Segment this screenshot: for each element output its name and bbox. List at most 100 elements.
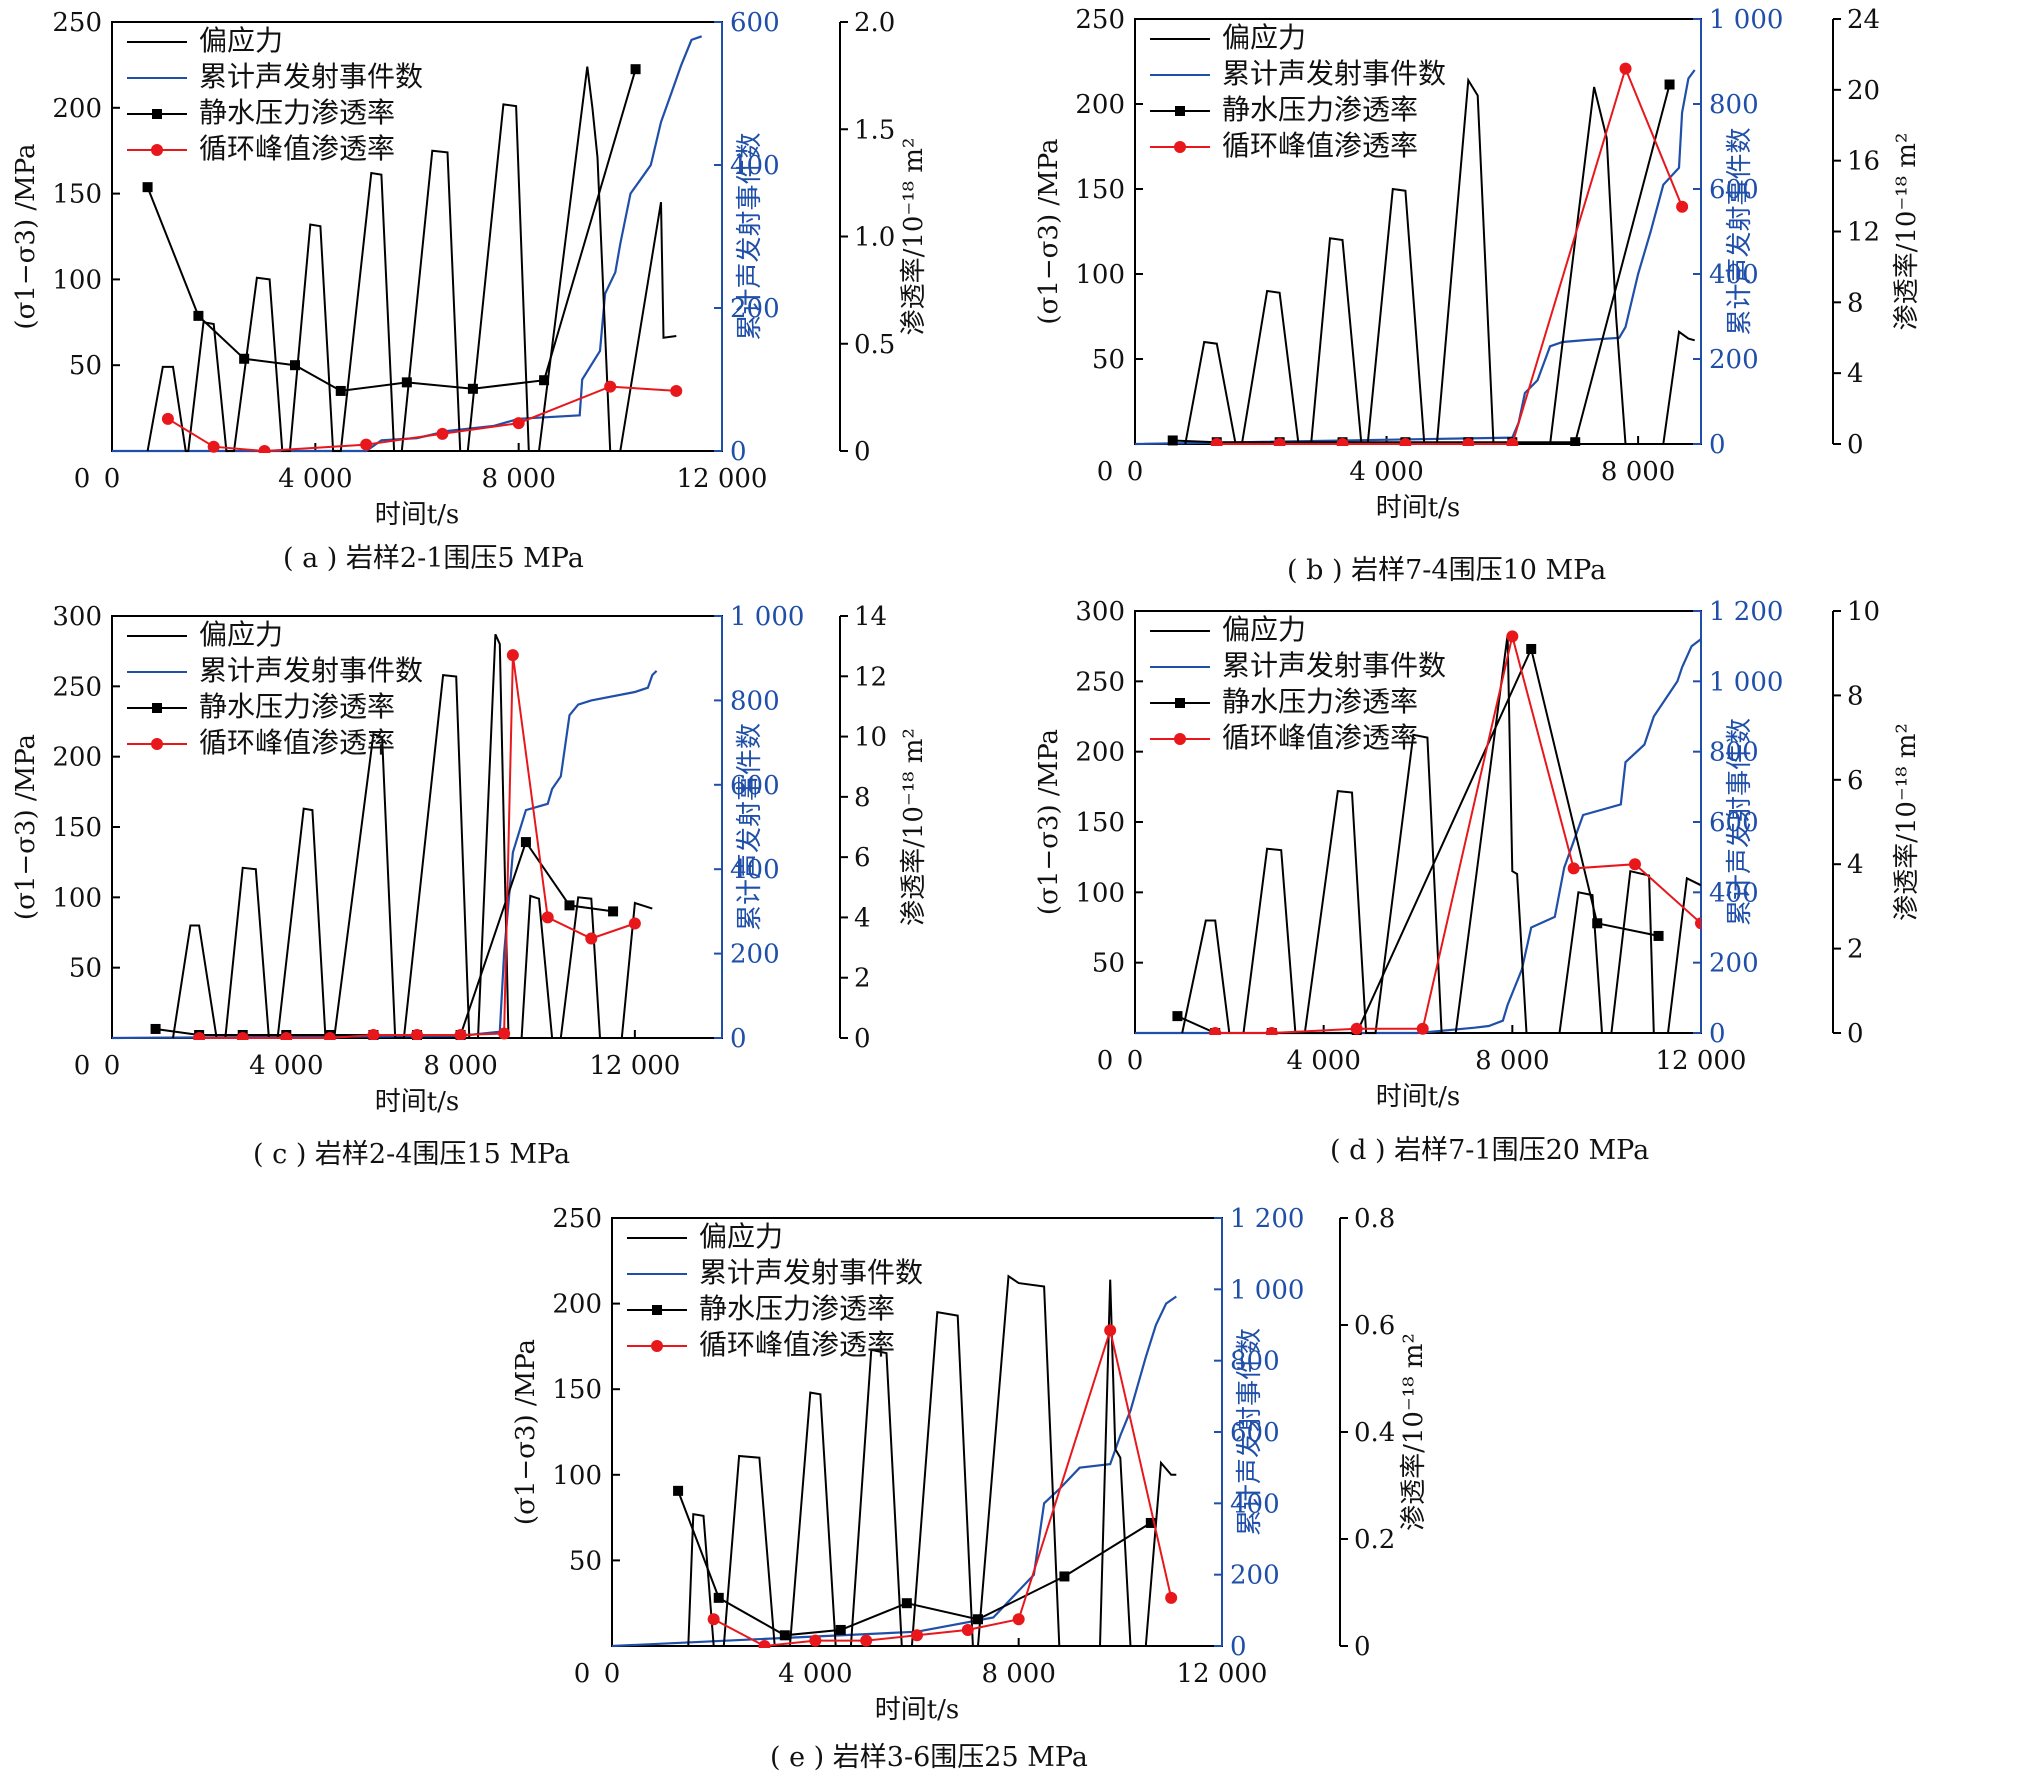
legend-marker [1174, 733, 1186, 745]
plot-area [612, 1274, 1178, 1648]
legend-label: 累计声发射事件数 [199, 654, 423, 687]
legend-label: 累计声发射事件数 [1222, 649, 1446, 682]
y-left-tick-label: 150 [1075, 175, 1125, 205]
y-perm-axis-label: 渗透率/10⁻¹⁸ m² [1399, 1333, 1429, 1531]
y-perm-tick-label: 2 [1847, 935, 1864, 965]
hydro-point [401, 377, 412, 388]
peak-point [1350, 1022, 1363, 1035]
peak-point [1416, 1022, 1429, 1035]
y-left-tick-label: 100 [52, 883, 102, 913]
y-ae-tick-label: 0 [1709, 430, 1726, 460]
y-ae-tick-label: 200 [730, 940, 780, 970]
origin-label: 0 [74, 1051, 91, 1081]
hydro-point [564, 900, 575, 911]
legend-label: 循环峰值渗透率 [199, 726, 395, 759]
y-ae-tick-label: 600 [1230, 1418, 1280, 1448]
legend-label: 循环峰值渗透率 [199, 132, 395, 165]
y-perm-tick-label: 20 [1847, 76, 1880, 106]
hydro-point [779, 1630, 790, 1641]
x-tick-label: 0 [1127, 457, 1144, 487]
plot-area [112, 35, 703, 453]
legend-marker [1175, 106, 1185, 116]
legend-marker [1175, 698, 1185, 708]
y-perm-tick-label: 8 [1847, 681, 1864, 711]
chart-svg-a: 0 4 000 8 000 12 000 时间t/s 50 100 150 200 250 0 (σ1… [11, 8, 929, 530]
y-left-tick-label: 150 [552, 1375, 602, 1405]
y-left-tick-label: 50 [69, 351, 102, 381]
y-perm-tick-label: 6 [1847, 766, 1864, 796]
peak-point [1506, 630, 1519, 643]
peak-point [860, 1634, 873, 1647]
x-axis-label: 时间t/s [875, 1695, 960, 1725]
y-ae-tick-label: 800 [1709, 738, 1759, 768]
peak-point [207, 440, 220, 453]
peak-point [1462, 438, 1475, 446]
y-left-tick-label: 150 [52, 813, 102, 843]
y-perm-tick-label: 14 [854, 602, 887, 632]
y-perm-tick-label: 0 [854, 1024, 871, 1054]
y-perm-tick-label: 12 [854, 662, 887, 692]
y-ae-tick-label: 400 [730, 855, 780, 885]
peak-point [961, 1623, 974, 1636]
y-ae-tick-label: 200 [1230, 1561, 1280, 1591]
y-ae-tick-label: 600 [1709, 808, 1759, 838]
y-perm-axis-label: 渗透率/10⁻¹⁸ m² [899, 138, 929, 336]
peak-point [1695, 917, 1701, 930]
peak-point [1676, 200, 1689, 213]
y-ae-tick-label: 200 [1709, 345, 1759, 375]
peak-point [454, 1028, 467, 1040]
x-axis-label: 时间t/s [375, 500, 460, 530]
y-ae-axis-label: 累计声发射事件数 [1725, 718, 1755, 926]
y-perm-tick-label: 2 [854, 964, 871, 994]
legend-label: 循环峰值渗透率 [699, 1328, 895, 1361]
x-tick-label: 4 000 [1349, 457, 1423, 487]
y-perm-axis-label: 渗透率/10⁻¹⁸ m² [1892, 133, 1922, 331]
x-tick-label: 4 000 [1286, 1046, 1360, 1076]
peak-point [1265, 1027, 1278, 1035]
y-ae-tick-label: 1 200 [1230, 1204, 1304, 1234]
y-perm-tick-label: 0 [1354, 1632, 1371, 1662]
hydro-point [1664, 79, 1675, 90]
legend-label: 偏应力 [699, 1220, 783, 1253]
hydro-point [835, 1624, 846, 1635]
series-peak-line [1215, 636, 1701, 1034]
y-perm-tick-label: 0.8 [1354, 1204, 1395, 1234]
y-ae-axis-label: 累计声发射事件数 [735, 132, 765, 340]
y-ae-tick-label: 200 [730, 294, 780, 324]
y-ae-axis-label: 累计声发射事件数 [1235, 1328, 1265, 1536]
y-left-tick-label: 200 [52, 94, 102, 124]
x-tick-label: 8 000 [981, 1659, 1055, 1689]
y-ae-tick-label: 0 [730, 437, 747, 467]
y-perm-tick-label: 12 [1847, 218, 1880, 248]
caption-e: ( e ) 岩样3-6围压25 MPa [770, 1742, 1088, 1773]
plot-area [112, 633, 658, 1040]
y-perm-axis-label: 渗透率/10⁻¹⁸ m² [899, 728, 929, 926]
hydro-point [335, 385, 346, 396]
x-tick-label: 0 [104, 1051, 121, 1081]
peak-point [1628, 858, 1641, 871]
y-left-tick-label: 100 [1075, 878, 1125, 908]
y-left-tick-label: 200 [1075, 90, 1125, 120]
y-perm-tick-label: 1.5 [854, 115, 895, 145]
hydro-point [713, 1592, 724, 1603]
legend-marker [1174, 141, 1186, 153]
hydro-point [608, 906, 619, 917]
y-ae-tick-label: 600 [730, 771, 780, 801]
y-perm-tick-label: 4 [1847, 850, 1864, 880]
hydro-point [150, 1023, 161, 1034]
y-left-tick-label: 50 [569, 1546, 602, 1576]
peak-point [1273, 438, 1286, 446]
origin-label: 0 [1097, 1046, 1114, 1076]
legend-label: 静水压力渗透率 [199, 690, 395, 723]
legend-label: 累计声发射事件数 [699, 1256, 923, 1289]
y-left-tick-label: 250 [1075, 667, 1125, 697]
y-left-tick-label: 50 [1092, 345, 1125, 375]
origin-label: 0 [574, 1659, 591, 1689]
legend-label: 静水压力渗透率 [699, 1292, 895, 1325]
